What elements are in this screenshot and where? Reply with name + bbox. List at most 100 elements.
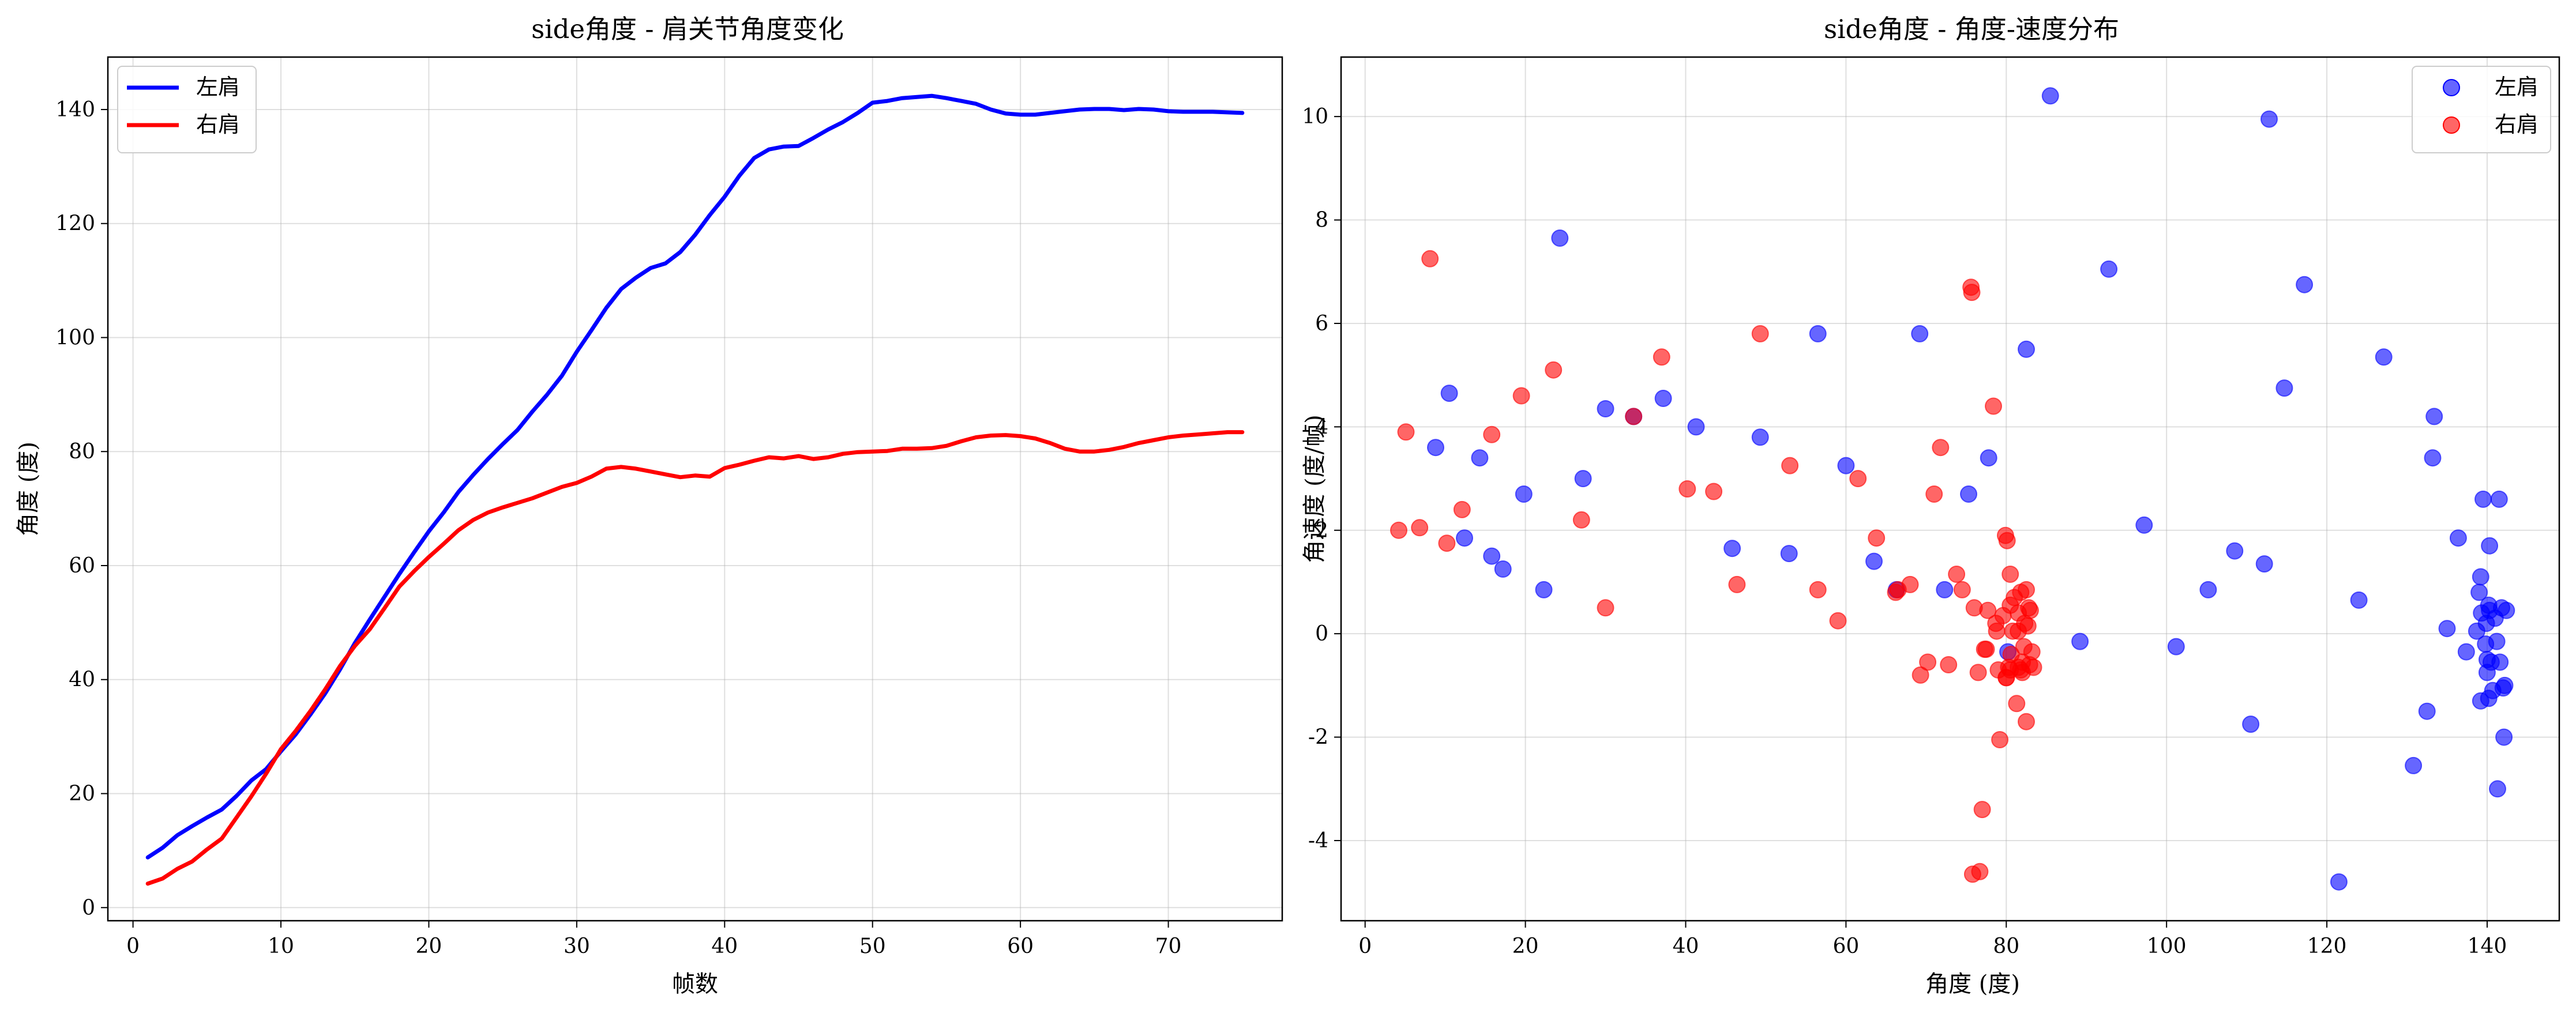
lp-y-tick-label: 100 [55, 326, 95, 349]
right-legend-swatch-2 [2443, 116, 2460, 134]
rp-point-series-1 [2260, 110, 2278, 128]
rp-point-series-2 [1977, 641, 1995, 658]
rp-point-series-1 [1837, 457, 1855, 474]
lp-y-tick-label: 80 [69, 440, 95, 464]
rp-point-series-2 [1985, 397, 2002, 415]
rp-x-tick-label: 40 [1673, 935, 1699, 958]
rp-point-series-2 [2008, 695, 2026, 713]
right-chart-title: side角度 - 角度-速度分布 [1824, 14, 2119, 44]
rp-point-series-2 [1829, 612, 1847, 630]
rp-point-series-1 [2041, 87, 2059, 105]
rp-point-series-1 [2018, 340, 2035, 358]
rp-point-series-1 [2490, 490, 2508, 508]
rp-point-series-1 [2438, 620, 2456, 638]
rp-point-series-1 [2472, 568, 2489, 586]
rp-point-series-2 [2021, 601, 2039, 619]
rp-point-series-1 [1427, 439, 1444, 457]
rp-point-series-2 [1953, 581, 1971, 598]
rp-point-series-2 [1809, 581, 1827, 598]
rp-point-series-2 [1453, 500, 1471, 518]
rp-point-series-1 [2488, 632, 2506, 650]
rp-point-series-1 [1535, 581, 1553, 598]
rp-point-series-2 [1963, 865, 1981, 883]
right-legend: 左肩 右肩 [2412, 66, 2551, 153]
lp-y-tick-label: 140 [55, 98, 95, 122]
rp-point-series-2 [1421, 250, 1439, 268]
rp-point-series-1 [2498, 601, 2515, 619]
rp-point-series-1 [2100, 260, 2118, 278]
rp-point-series-2 [1438, 534, 1456, 552]
rp-point-series-2 [2018, 713, 2035, 730]
lp-x-tick-label: 20 [416, 935, 442, 958]
lp-series-line-1 [145, 93, 1245, 860]
rp-point-series-2 [1849, 470, 1867, 488]
lp-x-tick-label: 10 [268, 935, 294, 958]
rp-point-series-2 [1991, 731, 2009, 748]
rp-point-series-2 [1678, 480, 1696, 498]
rp-point-series-1 [1471, 449, 1489, 467]
rp-point-series-1 [1723, 540, 1741, 558]
rp-point-series-2 [2004, 622, 2022, 640]
left-series [145, 93, 1245, 886]
left-y-axis-label: 角度 (度) [15, 442, 42, 536]
lp-x-tick-label: 40 [711, 935, 738, 958]
rp-point-series-1 [2424, 449, 2442, 467]
rp-point-series-1 [2425, 408, 2443, 425]
lp-x-tick-label: 30 [564, 935, 590, 958]
rp-point-series-2 [1973, 801, 1991, 819]
rp-point-series-1 [2275, 379, 2293, 397]
rp-point-series-1 [2405, 756, 2423, 774]
lp-y-tick-label: 40 [69, 668, 95, 692]
lp-x-tick-label: 0 [126, 935, 140, 958]
rp-point-series-2 [2002, 566, 2019, 583]
right-legend-label-1: 左肩 [2495, 74, 2539, 100]
left-plot-frame [107, 56, 1283, 922]
rp-point-series-2 [1390, 521, 1407, 539]
rp-point-series-1 [1911, 325, 1929, 342]
rp-point-series-1 [2242, 715, 2260, 733]
rp-point-series-1 [1936, 581, 1954, 598]
rp-point-series-1 [1551, 229, 1569, 247]
rp-point-series-2 [1397, 423, 1415, 441]
rp-point-series-2 [1597, 599, 1614, 617]
rp-point-series-2 [1925, 485, 1943, 503]
right-legend-label-2: 右肩 [2495, 112, 2539, 137]
rp-point-series-2 [1545, 361, 1563, 379]
rp-point-series-2 [2018, 581, 2035, 598]
right-legend-swatch-1 [2443, 79, 2460, 96]
rp-point-series-1 [2496, 676, 2514, 694]
rp-point-series-1 [2491, 653, 2509, 671]
lp-x-tick-label: 60 [1007, 935, 1034, 958]
scatter-chart-panel: side角度 - 角度-速度分布 0 20 40 60 80 100 120 140 -4-2… [1301, 14, 2560, 997]
left-legend-label-2: 右肩 [196, 112, 240, 137]
rp-point-series-2 [1932, 439, 1950, 457]
rp-point-series-1 [1440, 385, 1458, 402]
rp-y-tick-label: 0 [1315, 622, 1328, 646]
lp-x-tick-label: 50 [859, 935, 886, 958]
rp-point-series-2 [1728, 575, 1746, 593]
rp-point-series-1 [1780, 545, 1798, 563]
rp-x-tick-label: 120 [2307, 935, 2347, 958]
rp-y-tick-label: -4 [1308, 829, 1328, 853]
rp-point-series-2 [1948, 566, 1966, 583]
line-chart-panel: side角度 - 肩关节角度变化 0 10 20 30 40 50 60 70 0 20 40 60… [15, 14, 1283, 997]
left-y-ticks: 0 20 40 60 80 100 120 140 [55, 98, 108, 920]
rp-point-series-2 [1969, 664, 1987, 681]
rp-y-tick-label: 8 [1315, 209, 1328, 232]
rp-point-series-1 [1494, 560, 1512, 578]
rp-y-tick-label: 10 [1302, 105, 1328, 129]
lp-y-tick-label: 120 [55, 212, 95, 236]
rp-point-series-1 [1597, 400, 1614, 417]
rp-point-series-2 [1919, 653, 1937, 671]
left-grid [108, 57, 1282, 921]
right-grid [1341, 57, 2559, 921]
rp-point-series-1 [1574, 470, 1592, 488]
rp-point-series-1 [2474, 490, 2492, 508]
rp-point-series-1 [2167, 638, 2185, 656]
rp-point-series-1 [2350, 591, 2368, 609]
left-legend: 左肩 右肩 [117, 66, 257, 153]
rp-point-series-1 [2449, 529, 2467, 547]
rp-point-series-2 [1998, 532, 2016, 549]
rp-point-series-1 [2330, 873, 2348, 891]
rp-point-series-1 [1515, 485, 1533, 503]
